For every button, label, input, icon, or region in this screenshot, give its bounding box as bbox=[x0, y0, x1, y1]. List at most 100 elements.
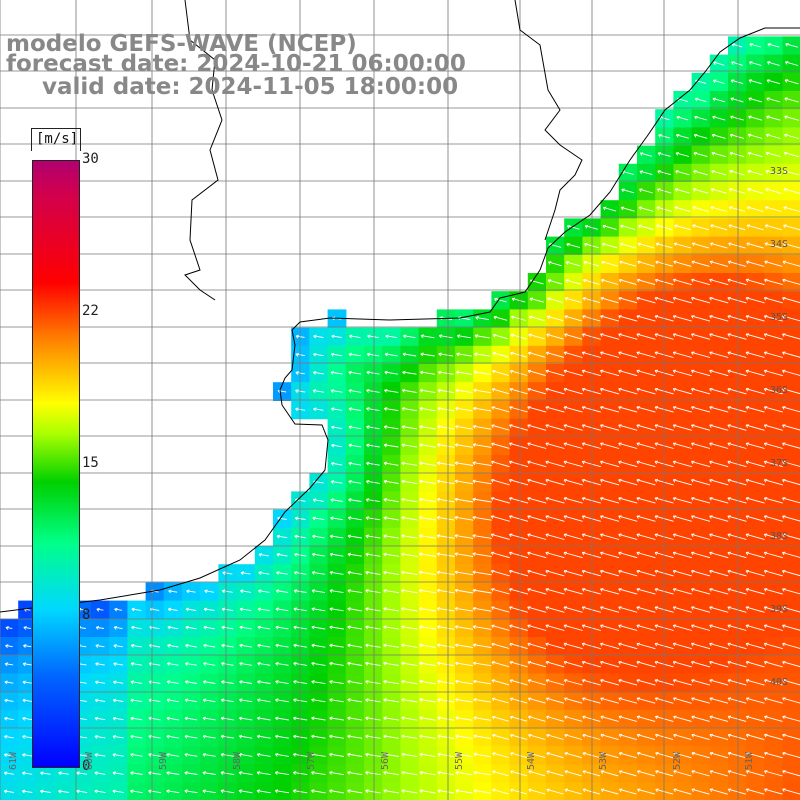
wind-arrow bbox=[784, 79, 799, 85]
wind-arrow bbox=[730, 115, 744, 121]
wind-arrow bbox=[563, 606, 583, 613]
wind-arrow bbox=[148, 698, 161, 703]
wind-arrow bbox=[528, 770, 546, 777]
wind-arrow bbox=[329, 752, 344, 757]
wind-arrow bbox=[745, 788, 765, 795]
wind-arrow bbox=[454, 515, 474, 521]
wind-arrow bbox=[184, 789, 198, 794]
wind-arrow bbox=[545, 406, 565, 413]
wind-arrow bbox=[527, 406, 547, 413]
wind-arrow bbox=[527, 606, 547, 613]
wind-cell bbox=[546, 782, 565, 800]
wind-arrow bbox=[96, 607, 104, 612]
wind-arrow bbox=[130, 753, 143, 757]
wind-arrow bbox=[545, 460, 565, 468]
wind-arrow bbox=[709, 406, 729, 413]
wind-arrow bbox=[636, 333, 656, 340]
wind-arrow bbox=[675, 170, 690, 176]
wind-arrow bbox=[709, 515, 729, 522]
wind-arrow bbox=[330, 461, 343, 466]
wind-arrow bbox=[600, 569, 620, 577]
wind-arrow bbox=[22, 680, 32, 685]
wind-arrow bbox=[745, 569, 765, 577]
colorbar-gradient bbox=[33, 161, 79, 767]
wind-arrow bbox=[256, 716, 271, 721]
wind-arrow bbox=[437, 388, 454, 394]
wind-arrow bbox=[331, 425, 343, 430]
wind-arrow bbox=[274, 752, 289, 757]
wind-arrow bbox=[727, 624, 747, 631]
wind-arrow bbox=[618, 515, 638, 522]
wind-arrow bbox=[672, 460, 692, 468]
wind-arrow bbox=[709, 296, 729, 304]
wind-arrow bbox=[401, 425, 418, 430]
wind-arrow bbox=[383, 552, 400, 557]
wind-arrow bbox=[745, 497, 765, 504]
wind-arrow bbox=[4, 716, 14, 721]
wind-arrow bbox=[727, 697, 747, 704]
wind-arrow bbox=[148, 716, 161, 721]
wind-arrow bbox=[365, 570, 381, 575]
wind-arrow bbox=[311, 552, 325, 557]
wind-arrow bbox=[745, 533, 765, 540]
wind-arrow bbox=[637, 770, 655, 777]
wind-arrow bbox=[509, 588, 529, 595]
wind-arrow bbox=[672, 369, 692, 377]
wind-arrow bbox=[581, 406, 601, 413]
wind-arrow bbox=[785, 61, 799, 66]
wind-arrow bbox=[130, 698, 143, 703]
wind-arrow bbox=[40, 789, 51, 794]
wind-arrow bbox=[618, 315, 638, 322]
wind-arrow bbox=[600, 770, 619, 777]
wind-arrow bbox=[185, 607, 197, 612]
wind-arrow bbox=[691, 770, 710, 777]
wind-arrow bbox=[782, 387, 800, 395]
wind-arrow bbox=[782, 770, 800, 777]
wind-arrow bbox=[528, 788, 546, 795]
wind-arrow bbox=[763, 642, 783, 650]
wind-arrow bbox=[257, 698, 271, 703]
wind-arrow bbox=[419, 716, 436, 721]
wind-arrow bbox=[729, 133, 745, 139]
lat-label: 37S bbox=[770, 458, 789, 469]
wind-arrow bbox=[240, 589, 252, 594]
wind-arrow bbox=[600, 660, 620, 668]
wind-arrow bbox=[782, 624, 800, 631]
wind-arrow bbox=[491, 606, 510, 613]
wind-arrow bbox=[436, 479, 455, 485]
wind-arrow bbox=[745, 460, 765, 468]
wind-arrow bbox=[527, 424, 547, 431]
wind-arrow bbox=[727, 588, 747, 595]
wind-arrow bbox=[581, 387, 601, 395]
wind-arrow bbox=[401, 534, 418, 539]
wind-arrow bbox=[600, 406, 620, 413]
wind-arrow bbox=[693, 170, 708, 176]
wind-arrow bbox=[437, 406, 455, 412]
wind-arrow bbox=[709, 697, 729, 704]
wind-arrow bbox=[565, 279, 582, 285]
lat-label: 40S bbox=[770, 677, 789, 688]
wind-arrow bbox=[185, 643, 197, 648]
wind-arrow bbox=[454, 461, 474, 466]
wind-arrow bbox=[528, 315, 545, 322]
wind-arrow bbox=[312, 498, 324, 503]
wind-arrow bbox=[491, 442, 510, 449]
wind-arrow bbox=[94, 734, 106, 739]
wind-arrow bbox=[765, 151, 781, 158]
wind-arrow bbox=[600, 497, 620, 504]
wind-arrow bbox=[675, 152, 690, 157]
wind-arrow bbox=[509, 642, 528, 650]
wind-arrow bbox=[329, 625, 344, 630]
wind-arrow bbox=[729, 151, 745, 158]
wind-arrow bbox=[600, 697, 619, 704]
wind-arrow bbox=[727, 442, 747, 449]
wind-arrow bbox=[383, 425, 399, 430]
wind-arrow bbox=[148, 789, 161, 794]
wind-arrow bbox=[527, 642, 547, 650]
wind-arrow bbox=[509, 624, 528, 631]
wind-arrow bbox=[166, 662, 179, 666]
wind-arrow bbox=[403, 334, 416, 339]
wind-arrow bbox=[783, 170, 800, 176]
